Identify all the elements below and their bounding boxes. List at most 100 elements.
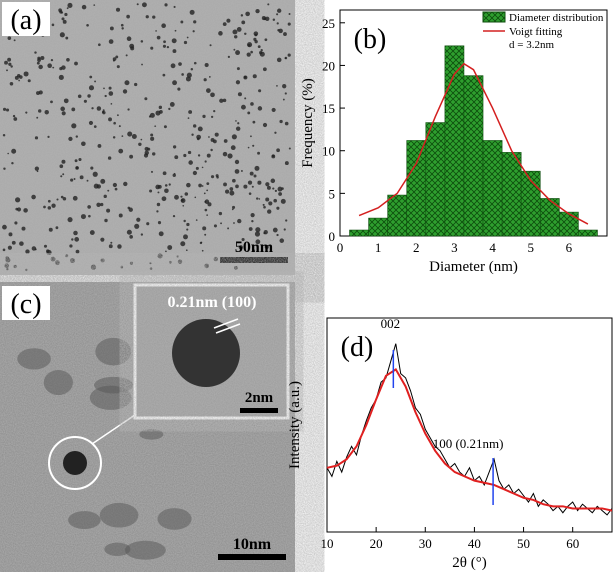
particle xyxy=(262,203,265,206)
particle xyxy=(264,244,269,250)
particle xyxy=(276,233,279,237)
particle xyxy=(8,62,12,66)
particle xyxy=(181,73,184,76)
scale-label: 10nm xyxy=(233,536,272,553)
particle xyxy=(59,32,65,38)
particle xyxy=(31,194,36,200)
particle xyxy=(164,184,168,187)
blob xyxy=(68,511,101,530)
particle xyxy=(288,13,291,15)
x-tick-label: 0 xyxy=(337,240,344,255)
particle xyxy=(150,46,154,50)
particle xyxy=(80,214,86,220)
particle xyxy=(100,237,105,242)
particle xyxy=(172,145,177,149)
particle xyxy=(262,122,268,128)
particle xyxy=(257,45,261,49)
particle xyxy=(204,63,209,68)
particle xyxy=(254,33,258,37)
particle xyxy=(213,110,216,113)
particle xyxy=(127,206,131,210)
particle xyxy=(173,172,176,175)
particle xyxy=(219,98,224,103)
particle xyxy=(172,214,176,218)
y-axis-label: Frequency (%) xyxy=(300,78,316,168)
particle xyxy=(34,166,40,171)
particle xyxy=(102,109,105,112)
particle xyxy=(162,73,166,77)
particle xyxy=(222,98,227,103)
particle xyxy=(284,121,289,126)
particle xyxy=(63,98,69,104)
particle xyxy=(202,226,207,231)
bar xyxy=(559,211,579,237)
particle xyxy=(202,114,206,119)
particle xyxy=(65,254,69,258)
particle xyxy=(177,87,181,91)
bar xyxy=(368,217,388,237)
particle xyxy=(254,231,261,237)
particle xyxy=(262,67,267,72)
particle xyxy=(210,138,215,142)
particle xyxy=(62,19,67,24)
particle xyxy=(192,124,197,128)
particle xyxy=(231,134,237,140)
particle xyxy=(163,125,167,129)
particle xyxy=(255,227,261,233)
particle xyxy=(23,71,29,77)
bar xyxy=(501,152,522,237)
particle xyxy=(283,228,286,231)
particle xyxy=(235,126,241,131)
particle xyxy=(236,67,240,71)
x-axis-label: Diameter (nm) xyxy=(429,259,518,275)
bar xyxy=(482,140,503,237)
particle xyxy=(2,224,7,230)
particle xyxy=(168,107,171,111)
particle xyxy=(51,23,55,27)
particle xyxy=(19,241,24,246)
particle xyxy=(206,153,211,158)
particle xyxy=(282,98,285,101)
blob xyxy=(17,348,51,370)
particle xyxy=(108,86,112,90)
bar xyxy=(425,122,446,237)
particle xyxy=(255,239,261,245)
particle xyxy=(243,75,248,80)
particle xyxy=(107,156,112,160)
particle xyxy=(236,27,242,32)
particle xyxy=(140,138,143,141)
particle xyxy=(235,50,241,56)
particle xyxy=(180,241,186,247)
particle xyxy=(165,250,167,253)
particle xyxy=(276,57,282,63)
particle xyxy=(149,262,152,265)
particle xyxy=(164,3,168,7)
particle xyxy=(15,207,19,211)
data-line xyxy=(358,62,589,225)
particle xyxy=(120,23,124,27)
particle xyxy=(7,245,12,250)
particle xyxy=(66,7,69,10)
particle xyxy=(171,38,177,44)
particle xyxy=(122,89,128,94)
particle xyxy=(183,219,186,223)
scale-label: 50nm xyxy=(235,239,274,256)
particle xyxy=(247,111,251,115)
peak-label: 002 xyxy=(381,316,401,331)
particle xyxy=(267,3,270,6)
particle xyxy=(254,39,258,44)
particle xyxy=(86,179,89,182)
particle xyxy=(257,180,262,185)
tem-texture xyxy=(0,0,295,275)
particle xyxy=(233,48,236,51)
particle xyxy=(235,80,241,85)
particle xyxy=(206,182,210,186)
particle xyxy=(241,104,246,110)
particle xyxy=(103,87,105,90)
particle xyxy=(116,114,119,117)
particle xyxy=(258,198,261,200)
x-tick-label: 4 xyxy=(489,240,496,255)
particle xyxy=(218,211,223,216)
particle xyxy=(173,5,176,8)
plot-frame xyxy=(326,317,613,533)
